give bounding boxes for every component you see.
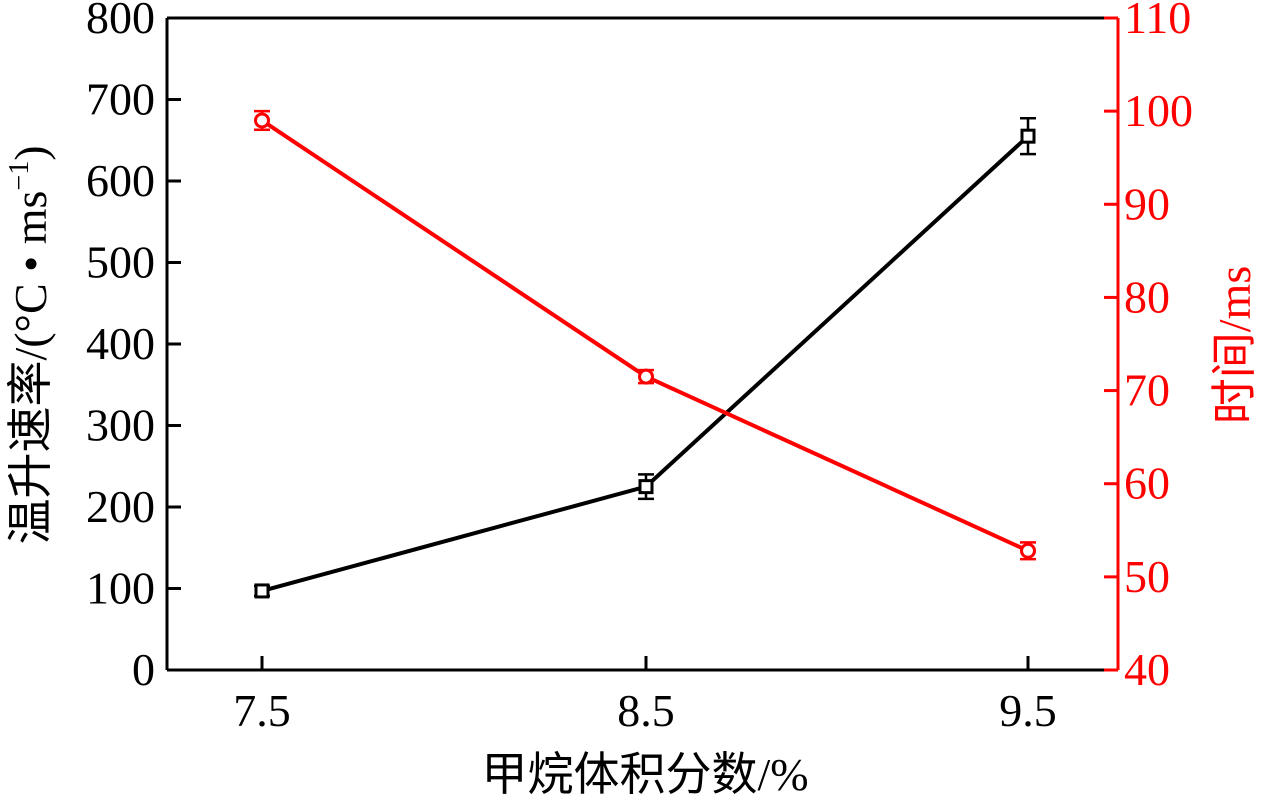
left-tick-label: 0 (132, 644, 155, 695)
axes (165, 16, 1120, 672)
data-point (638, 368, 654, 385)
left-axis-title-sup: −1 (4, 161, 35, 191)
right-tick-label: 60 (1124, 458, 1170, 509)
data-point (1020, 542, 1036, 559)
left-tick-label: 400 (86, 318, 155, 369)
right-tick-label: 70 (1124, 365, 1170, 416)
x-tick-label: 8.5 (617, 685, 675, 736)
tick-labels: 0 100 200 300 400 500 600 700 800 40 50 60 70 80 90 100… (86, 0, 1193, 736)
data-point (254, 112, 270, 129)
left-tick-label: 500 (86, 237, 155, 288)
data-point (254, 583, 270, 599)
left-tick-label: 600 (86, 155, 155, 206)
left-axis-title: 温升速率/(°C • ms−1) (4, 145, 56, 544)
left-axis-title-end: ) (5, 145, 56, 160)
x-tick-label: 9.5 (999, 685, 1057, 736)
right-tick-label: 90 (1124, 178, 1170, 229)
right-tick-label: 100 (1124, 85, 1193, 136)
series-line (261, 134, 1030, 593)
data-point (638, 479, 654, 495)
left-tick-label: 800 (86, 0, 155, 43)
left-tick-label: 700 (86, 74, 155, 125)
right-tick-label: 110 (1124, 0, 1191, 43)
right-tick-label: 80 (1124, 271, 1170, 322)
left-tick-label: 100 (86, 563, 155, 614)
data-point (1020, 128, 1036, 144)
left-tick-label: 200 (86, 481, 155, 532)
series (254, 109, 1036, 599)
right-tick-label: 40 (1124, 644, 1170, 695)
x-tick-label: 7.5 (233, 685, 291, 736)
x-axis-title: 甲烷体积分数/% (481, 749, 808, 800)
right-tick-label: 50 (1124, 551, 1170, 602)
right-axis-title: 时间/ms (1209, 266, 1260, 424)
left-tick-label: 300 (86, 400, 155, 451)
left-axis-title-main: 温升速率/(°C • ms (5, 191, 56, 545)
